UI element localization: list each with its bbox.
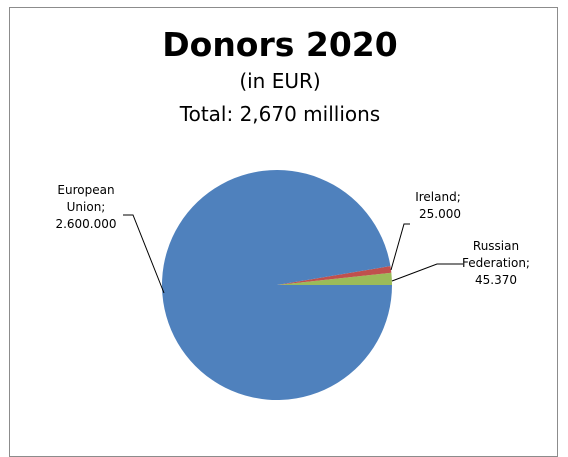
data-label-russian-federation-line2: Federation; [462, 256, 530, 270]
data-label-ireland-value: 25.000 [419, 207, 461, 221]
chart-total: Total: 2,670 millions [179, 102, 380, 126]
data-label-ireland-line1: Ireland; [415, 190, 461, 204]
data-label-russian-federation-line1: Russian [473, 239, 519, 253]
leader-line-european-union [123, 214, 165, 294]
pie-slice-european-union [161, 170, 392, 401]
data-label-european-union-line2: Union; [67, 200, 106, 214]
data-label-european-union-value: 2.600.000 [55, 217, 116, 231]
leader-line-ireland [390, 223, 410, 271]
data-label-russian-federation-value: 45.370 [475, 273, 517, 287]
chart-title: Donors 2020 [162, 25, 397, 64]
leader-line-russian-federation [391, 263, 463, 282]
chart-subtitle: (in EUR) [239, 69, 320, 93]
data-label-european-union-line1: European [57, 183, 114, 197]
pie-slice-russian-federation [277, 272, 392, 285]
pie-slice-ireland [277, 266, 392, 285]
